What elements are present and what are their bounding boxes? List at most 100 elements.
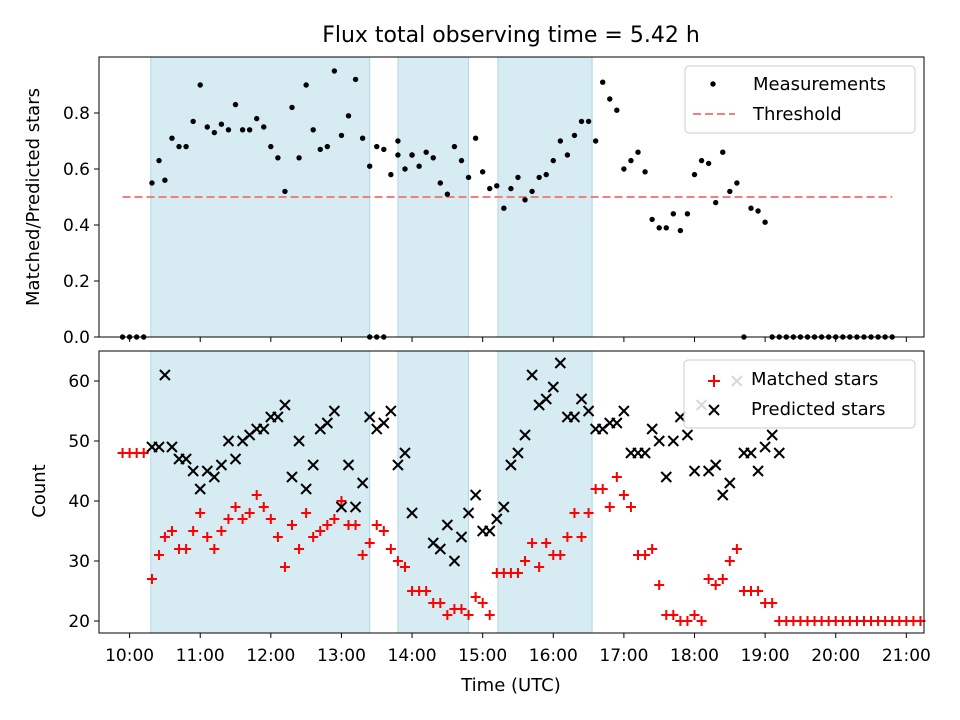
matched-point [520,556,531,566]
matched-point [717,574,728,584]
predicted-point [709,459,722,471]
x-tick-label: 16:00 [529,646,578,666]
predicted-point [639,447,651,459]
predicted-point [568,411,581,423]
bottom-y-axis-label: Count [29,464,50,517]
measurement-point [727,188,733,195]
measurement-point [635,149,641,155]
matched-point [640,550,651,560]
y-tick-label: 0.2 [63,272,90,292]
measurement-point [225,127,232,133]
predicted-point [300,483,312,495]
matched-point [477,598,488,608]
matched-point [216,526,227,536]
matched-point [647,544,658,554]
measurement-point [592,138,599,144]
predicted-point [208,471,221,483]
measurement-point [472,135,479,141]
bottom-legend: Matched stars Predicted stars [683,359,916,429]
y-tick-label: 0.0 [63,328,90,348]
top-panel: 0.0 0.2 0.4 0.6 0.8 Flux total observing tim… [23,23,925,348]
predicted-point [498,501,510,513]
matched-point [435,598,446,608]
measurement-point [374,143,380,150]
measurement-point [430,155,436,161]
measurement-point [416,163,422,169]
predicted-point [766,429,778,441]
measurement-point [261,124,267,130]
matched-point [703,574,714,584]
measurement-point [600,79,606,85]
top-x-ticks [129,337,907,342]
top-y-ticks: 0.0 0.2 0.4 0.6 0.8 [63,104,99,348]
predicted-point [272,411,284,423]
matched-point [689,610,700,620]
predicted-point [335,501,348,513]
legend-matched-marker [708,375,720,387]
matched-point [244,508,255,518]
measurement-point [338,132,345,139]
measurement-point [437,180,443,186]
measurement-point [614,107,620,113]
predicted-point [385,405,397,417]
matched-point [272,532,283,542]
measurement-point [748,205,754,211]
matched-point [230,502,241,512]
measurement-point [762,219,768,225]
matched-point [209,544,220,554]
predicted-point [469,489,482,501]
predicted-point [688,465,701,477]
measurement-point [529,188,535,195]
matched-point [138,448,149,458]
measurement-point [550,157,556,164]
predicted-point [484,525,496,537]
predicted-point [434,543,447,555]
predicted-point [505,459,517,471]
x-tick-label: 19:00 [741,646,790,666]
measurement-point [543,171,549,178]
matched-point [301,508,312,518]
matched-point [583,508,594,518]
x-tick-label: 12:00 [246,646,295,666]
y-tick-label: 0.4 [63,216,90,236]
legend-measurements-label: Measurements [753,74,886,95]
matched-point [611,472,622,482]
y-tick-label: 40 [68,492,90,512]
measurement-point [183,143,189,150]
predicted-point [759,441,771,453]
predicted-point [392,459,404,471]
matched-point [279,562,290,572]
measurement-point [381,146,387,153]
measurement-point [211,129,218,136]
measurement-point [169,135,175,141]
matched-point [146,574,157,584]
legend-matched-label: Matched stars [751,369,878,390]
bottom-panel: 10:00 11:00 12:00 13:00 14:00 15:00 16:00 17:00… [29,350,931,696]
measurement-point [289,104,295,111]
matched-point [350,520,361,530]
matched-point [753,586,764,596]
y-tick-label: 30 [68,552,90,572]
y-tick-label: 20 [68,612,90,632]
measurement-point [663,225,669,231]
measurement-point [204,124,210,130]
x-tick-label: 11:00 [176,646,225,666]
predicted-point [512,447,524,459]
measurement-point [149,180,155,186]
matched-point [265,514,276,524]
matched-point [371,520,382,530]
predicted-point [724,477,736,489]
measurement-point [501,205,507,211]
predicted-point [293,435,305,447]
predicted-point [279,399,291,411]
predicted-point [399,447,411,459]
matched-point [541,538,552,548]
matched-point [166,526,177,536]
measurement-point [720,149,726,155]
measurement-point [296,155,302,161]
x-tick-label: 14:00 [388,646,437,666]
predicted-point [406,507,418,519]
measurement-point [642,169,648,175]
matched-point [322,520,333,530]
